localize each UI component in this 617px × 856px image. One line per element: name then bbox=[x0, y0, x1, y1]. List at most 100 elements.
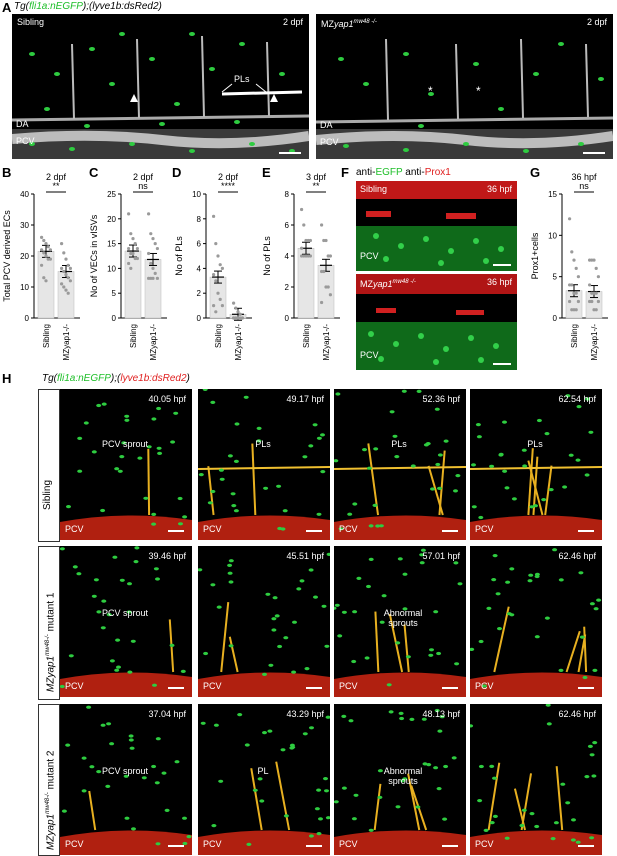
x-tick-label: Sibling bbox=[214, 324, 223, 348]
allele-text: mw48 -/- bbox=[353, 19, 377, 25]
micrograph-f-mutant: MZyap1mw48 -/- 36 hpf PCV bbox=[356, 274, 517, 370]
data-point bbox=[46, 257, 50, 261]
y-tick-label: 0 bbox=[197, 314, 202, 323]
timelapse-frame-image bbox=[60, 546, 192, 697]
data-point bbox=[64, 257, 68, 261]
row-label-mutant-2: MZyap1mw48-/- mutant 2 bbox=[38, 704, 60, 856]
data-point bbox=[42, 238, 46, 243]
panel-label-a: A bbox=[2, 0, 12, 15]
frame-annotation: PCV sprout bbox=[101, 766, 149, 776]
frame-annotation: Abnormal sprouts bbox=[383, 766, 423, 786]
data-point bbox=[234, 306, 238, 310]
data-point bbox=[133, 242, 137, 246]
pcv-label: PCV bbox=[339, 839, 358, 849]
data-point bbox=[216, 254, 220, 258]
timelapse-frame: 62.46 hpf PCV bbox=[470, 546, 602, 697]
data-point bbox=[40, 263, 44, 267]
data-point bbox=[568, 299, 572, 304]
data-point bbox=[300, 246, 304, 250]
scale-bar bbox=[583, 152, 605, 154]
pcv-label: PCV bbox=[475, 681, 494, 691]
row-label-text: mutant 2 bbox=[45, 750, 57, 793]
micrograph-f-sibling: Sibling 36 hpf PCV bbox=[356, 181, 517, 271]
title-text: anti- bbox=[402, 167, 425, 178]
y-tick-label: 15 bbox=[107, 240, 116, 249]
y-axis-label: Total PCV derived ECs bbox=[2, 210, 12, 302]
y-tick-label: 0 bbox=[285, 314, 290, 323]
y-tick-label: 6 bbox=[285, 221, 290, 230]
data-point bbox=[324, 285, 328, 289]
bar bbox=[124, 250, 142, 319]
data-point bbox=[568, 217, 572, 221]
data-point bbox=[588, 258, 592, 262]
x-tick-label: MZyap1-/- bbox=[590, 324, 599, 361]
da-label: DA bbox=[16, 119, 29, 129]
timelapse-frame-image bbox=[470, 394, 602, 540]
row-label-text: MZyap1mw48-/- mutant 1 bbox=[43, 593, 56, 693]
timelapse-frame: 52.36 hpf PLs PCV bbox=[334, 389, 466, 540]
y-tick-label: 4 bbox=[285, 252, 290, 261]
data-point bbox=[572, 308, 576, 312]
scale-bar bbox=[306, 845, 322, 847]
pcv-label: PCV bbox=[475, 839, 494, 849]
pcv-label: PCV bbox=[203, 681, 222, 691]
time-label: 49.17 hpf bbox=[286, 394, 324, 404]
data-point bbox=[328, 293, 332, 297]
data-point bbox=[42, 251, 46, 255]
time-label: 62.46 hpf bbox=[558, 551, 596, 561]
asterisk-annotation: * bbox=[476, 84, 481, 98]
title-text: );( bbox=[82, 1, 93, 12]
data-point bbox=[570, 308, 574, 312]
micrograph-f-sibling-image bbox=[356, 181, 517, 271]
timelapse-frame-image bbox=[334, 708, 466, 855]
data-point bbox=[218, 297, 222, 301]
bar bbox=[57, 271, 75, 319]
time-label: 39.46 hpf bbox=[148, 551, 186, 561]
timelapse-frame-image bbox=[470, 548, 602, 697]
data-point bbox=[588, 283, 592, 287]
data-point bbox=[238, 316, 242, 320]
y-axis-label: No of PLs bbox=[262, 236, 272, 276]
data-point bbox=[127, 212, 131, 216]
title-text: ) bbox=[158, 1, 162, 12]
timelapse-frame-image bbox=[198, 713, 330, 855]
x-tick-label: MZyap1-/- bbox=[62, 324, 71, 361]
timelapse-frame: 45.51 hpf PCV bbox=[198, 546, 330, 697]
data-point bbox=[236, 310, 240, 314]
scale-bar bbox=[168, 530, 184, 532]
title-lyve-text: lyve1b:dsRed2 bbox=[120, 373, 187, 384]
y-tick-label: 0 bbox=[25, 314, 30, 323]
data-point bbox=[300, 254, 304, 258]
timelapse-frame: 48.13 hpf Abnormal sprouts PCV bbox=[334, 704, 466, 855]
timelapse-frame: 49.17 hpf PLs PCV bbox=[198, 389, 330, 540]
title-fli-text: fli1a:nEGFP bbox=[29, 1, 83, 12]
y-tick-label: 4 bbox=[197, 264, 202, 273]
data-point bbox=[574, 291, 578, 295]
data-point bbox=[594, 308, 598, 312]
timelapse-frame-image bbox=[60, 402, 192, 540]
data-point bbox=[131, 237, 135, 241]
pcv-label: PCV bbox=[203, 524, 222, 534]
time-label: 48.13 hpf bbox=[422, 709, 460, 719]
panel-label-e: E bbox=[262, 165, 271, 180]
significance-label: ** bbox=[52, 181, 60, 191]
pcv-label: PCV bbox=[360, 350, 379, 360]
gene-text: yap1 bbox=[334, 19, 354, 29]
data-point bbox=[155, 276, 159, 280]
y-tick-label: 20 bbox=[107, 215, 116, 224]
data-point bbox=[214, 242, 218, 246]
data-point bbox=[570, 250, 574, 254]
y-tick-label: 10 bbox=[192, 190, 201, 199]
data-point bbox=[216, 291, 220, 295]
data-point bbox=[322, 238, 326, 243]
title-lyve-text: lyve1b:dsRed2 bbox=[92, 1, 159, 12]
x-tick-label: Sibling bbox=[570, 324, 579, 348]
data-point bbox=[127, 246, 131, 251]
y-tick-label: 25 bbox=[107, 190, 116, 199]
data-point bbox=[135, 256, 139, 261]
panel-label-f: F bbox=[341, 165, 349, 180]
pls-annotation: PLs bbox=[234, 74, 250, 84]
y-tick-label: 40 bbox=[20, 190, 29, 199]
egfp-text: EGFP bbox=[375, 167, 403, 178]
timelapse-frame: 57.01 hpf Abnormal sprouts PCV bbox=[334, 546, 466, 697]
